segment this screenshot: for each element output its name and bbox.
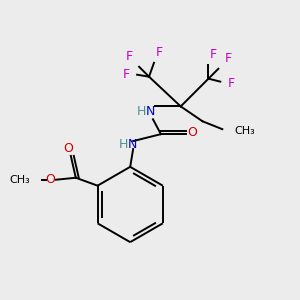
Text: O: O — [45, 173, 55, 186]
Text: O: O — [63, 142, 73, 154]
Text: F: F — [225, 52, 232, 65]
Text: H: H — [136, 105, 146, 118]
Text: CH₃: CH₃ — [234, 126, 255, 136]
Text: F: F — [126, 50, 133, 63]
Text: N: N — [128, 138, 137, 151]
Text: F: F — [123, 68, 130, 81]
Text: CH₃: CH₃ — [10, 175, 30, 185]
Text: F: F — [228, 77, 235, 90]
Text: N: N — [145, 105, 155, 118]
Text: F: F — [210, 48, 217, 62]
Text: F: F — [155, 46, 163, 59]
Text: O: O — [188, 126, 197, 139]
Text: H: H — [118, 138, 128, 151]
